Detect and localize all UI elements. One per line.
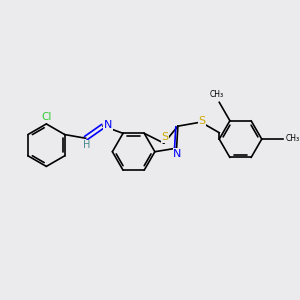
Text: S: S — [198, 116, 206, 126]
Text: CH₃: CH₃ — [286, 134, 300, 142]
Text: H: H — [83, 140, 90, 150]
Text: Cl: Cl — [41, 112, 52, 122]
Text: N: N — [173, 149, 182, 159]
Text: N: N — [104, 120, 112, 130]
Text: S: S — [161, 132, 168, 142]
Text: CH₃: CH₃ — [209, 90, 224, 99]
